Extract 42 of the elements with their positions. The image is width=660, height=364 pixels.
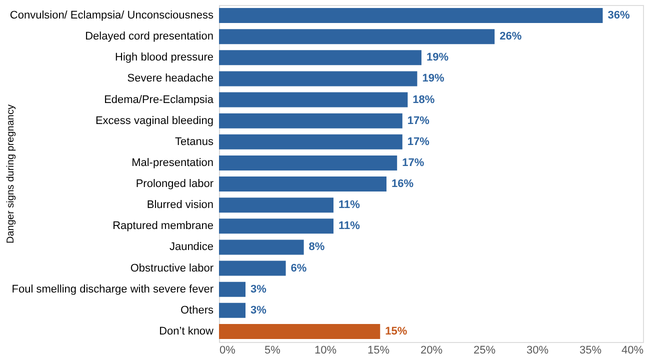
data-label: 36%: [608, 10, 630, 22]
y-tick-label: Others: [180, 304, 214, 316]
y-tick-label: Severe headache: [127, 72, 214, 85]
x-tick-label: 25%: [473, 344, 496, 356]
x-tick-label: 10%: [314, 344, 337, 356]
y-tick-label: Delayed cord presentation: [85, 30, 214, 43]
y-tick-label: Raptured membrane: [112, 220, 214, 232]
x-tick-label: 15%: [367, 344, 390, 356]
data-label: 8%: [308, 241, 325, 254]
y-tick-label: Prolonged labor: [136, 178, 214, 190]
x-tick-label: 30%: [526, 344, 549, 356]
y-tick-label: Tetanus: [174, 136, 214, 148]
y-axis-title: Danger signs during pregnancy: [6, 104, 16, 244]
data-label: 11%: [338, 199, 360, 212]
data-label: 18%: [412, 94, 435, 106]
x-tick-label: 35%: [579, 344, 602, 356]
y-tick-label: Mal-presentation: [132, 156, 214, 169]
y-tick-label: Don’t know: [159, 325, 214, 338]
y-tick-label: Convulsion/ Eclampsia/ Unconsciousness: [10, 10, 214, 22]
data-label: 19%: [422, 72, 444, 85]
y-tick-label: Edema/Pre-Eclampsia: [104, 94, 214, 106]
data-label: 11%: [338, 220, 360, 232]
x-tick-label: 0%: [220, 344, 236, 356]
y-tick-label: Foul smelling discharge with severe fever: [12, 283, 214, 296]
y-tick-label: Obstructive labor: [130, 262, 214, 274]
data-label: 6%: [290, 262, 307, 274]
data-label: 16%: [391, 178, 414, 190]
data-label: 19%: [426, 52, 449, 64]
data-label: 26%: [500, 30, 522, 43]
x-tick-label: 20%: [420, 344, 443, 356]
data-label: 15%: [385, 325, 408, 338]
y-tick-label: Blurred vision: [146, 199, 214, 212]
x-tick-label: 5%: [264, 344, 281, 356]
data-label: 3%: [250, 304, 267, 316]
y-tick-label: High blood pressure: [115, 52, 214, 64]
y-tick-label: Excess vaginal bleeding: [95, 114, 214, 127]
data-label: 17%: [407, 114, 430, 127]
data-label: 3%: [250, 283, 267, 296]
data-label: 17%: [402, 156, 424, 169]
data-label: 17%: [407, 136, 430, 148]
y-tick-label: Jaundice: [169, 241, 214, 254]
x-tick-label: 40%: [621, 344, 644, 356]
